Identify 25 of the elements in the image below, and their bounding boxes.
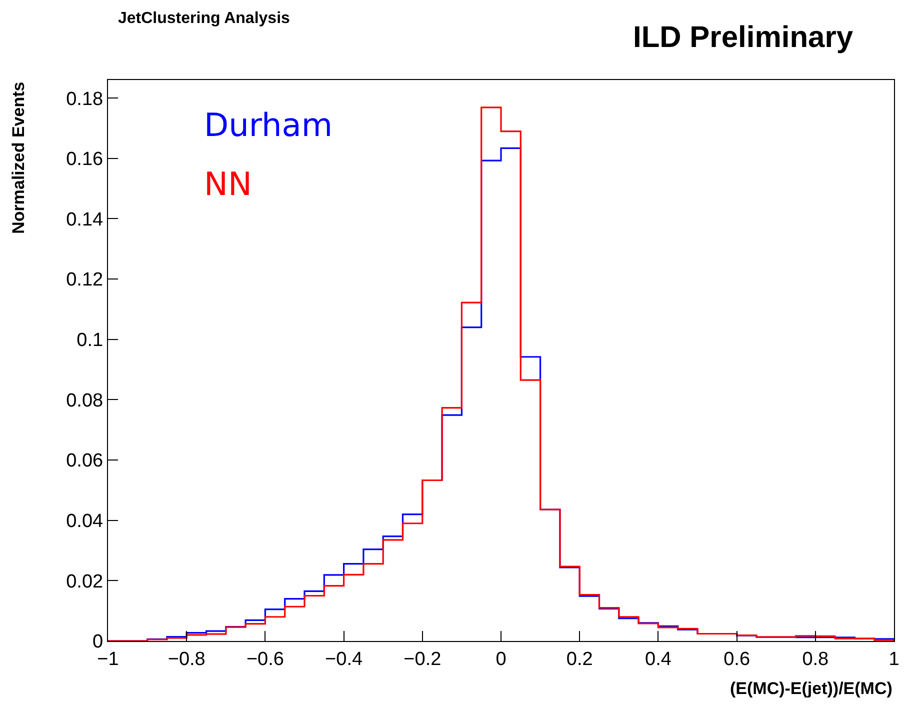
y-tick-label: 0.12 xyxy=(66,270,104,291)
y-tick-label: 0.04 xyxy=(66,511,104,532)
x-tick-label: 0.8 xyxy=(802,648,829,670)
y-axis-title: Normalized Events xyxy=(8,82,28,234)
x-tick-label: −0.6 xyxy=(246,648,284,670)
chart-subtitle: JetClustering Analysis xyxy=(118,10,290,27)
y-tick-label: 0.14 xyxy=(66,209,104,230)
x-tick-label: 0.4 xyxy=(644,648,672,670)
x-tick-label: 0 xyxy=(496,648,506,670)
x-tick-label: 1 xyxy=(888,648,900,670)
y-tick-label: 0.18 xyxy=(66,88,104,110)
x-tick-label: −0.2 xyxy=(404,648,442,670)
y-tick-label: 0.02 xyxy=(66,571,104,592)
x-tick-label: −0.4 xyxy=(325,648,363,670)
x-tick-label: 0.2 xyxy=(566,648,593,670)
chart-title: ILD Preliminary xyxy=(633,21,854,54)
x-tick-label: −0.8 xyxy=(168,648,206,670)
text: NN xyxy=(204,165,252,203)
y-tick-label: 0.06 xyxy=(66,450,104,472)
y-tick-label: 0.1 xyxy=(76,330,104,352)
text: Durham xyxy=(204,106,333,144)
x-tick-label: 0.6 xyxy=(724,648,750,670)
y-tick-label: 0.16 xyxy=(66,149,104,170)
y-tick-label: 0.08 xyxy=(66,390,104,412)
x-axis-title: (E(MC)-E(jet))/E(MC) xyxy=(730,679,892,698)
